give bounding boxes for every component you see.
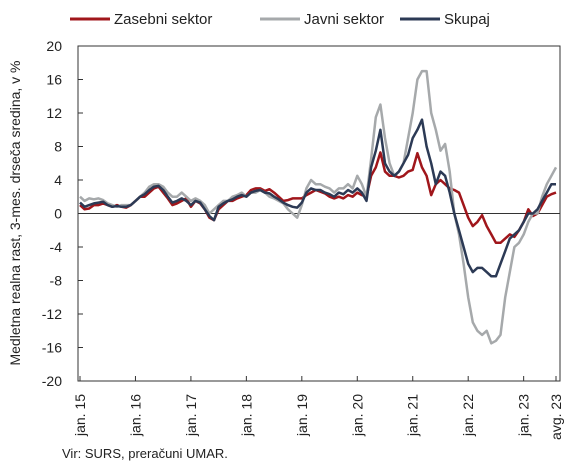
y-tick-label: 16 — [46, 72, 62, 88]
y-tick-label: 4 — [54, 172, 62, 188]
x-tick-label: jan. 15 — [72, 394, 88, 437]
series-line — [79, 118, 556, 278]
legend-label: Javni sektor — [304, 11, 384, 28]
x-tick-label: avg. 23 — [548, 394, 564, 440]
y-tick-label: -20 — [42, 373, 62, 389]
legend-label: Zasebni sektor — [114, 11, 212, 28]
y-tick-label: 20 — [46, 38, 62, 54]
x-tick-label: jan. 23 — [516, 394, 532, 437]
x-tick-label: jan. 17 — [183, 394, 199, 437]
x-tick-label: jan. 19 — [294, 394, 310, 437]
y-tick-label: 0 — [54, 206, 62, 222]
source-note: Vir: SURS, preračuni UMAR. — [62, 446, 228, 461]
series-line — [79, 151, 557, 245]
x-tick-label: jan. 21 — [405, 394, 421, 437]
x-tick-label: jan. 18 — [238, 394, 254, 437]
y-tick-label: -8 — [50, 273, 63, 289]
y-tick-label: -12 — [42, 306, 62, 322]
y-tick-label: -4 — [50, 239, 63, 255]
y-tick-label: 8 — [54, 139, 62, 155]
y-tick-label: 12 — [46, 105, 62, 121]
x-tick-label: jan. 22 — [460, 394, 476, 437]
y-axis-label: Medletna realna rast, 3-mes. drseča sred… — [7, 60, 23, 365]
series-line — [79, 69, 558, 345]
x-tick-label: jan. 16 — [127, 394, 143, 437]
legend-label: Skupaj — [444, 11, 490, 28]
y-tick-label: -16 — [42, 340, 62, 356]
x-tick-label: jan. 20 — [349, 394, 365, 437]
